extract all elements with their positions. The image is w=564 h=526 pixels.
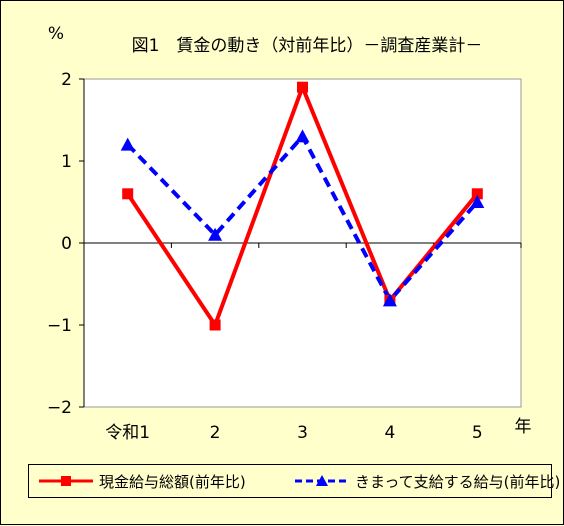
y-tick-label: 2	[61, 70, 72, 90]
legend-label-series-1: 現金給与総額(前年比)	[99, 472, 246, 491]
legend-swatch-red-square	[39, 476, 93, 486]
x-tick-label: 2	[210, 423, 221, 443]
x-tick-label: 5	[472, 423, 483, 443]
legend: 現金給与総額(前年比) きまって支給する給与(前年比)	[28, 464, 560, 498]
series-2-point	[120, 137, 135, 151]
y-tick-label: −1	[47, 316, 72, 336]
series-1-point	[122, 188, 134, 200]
x-tick-label: 3	[297, 423, 308, 443]
series-2-point	[208, 227, 223, 241]
series-1-point	[209, 319, 221, 331]
y-tick-label: 1	[61, 152, 72, 172]
x-axis-unit-label: 年	[515, 417, 532, 437]
series-1-point	[471, 188, 483, 200]
legend-label-series-2: きまって支給する給与(前年比)	[355, 472, 561, 491]
x-tick-label: 令和1	[105, 423, 150, 443]
legend-item-series-2: きまって支給する給与(前年比)	[293, 465, 560, 497]
y-tick-label: 0	[61, 234, 72, 254]
series-2-point	[382, 293, 397, 307]
chart-title: 図1 賃金の動き（対前年比）－調査産業計－	[132, 36, 483, 56]
y-axis-unit-label: %	[48, 24, 64, 44]
y-tick-label: −2	[47, 398, 72, 418]
series-2-point	[295, 129, 310, 143]
legend-item-series-1: 現金給与総額(前年比)	[37, 465, 246, 497]
legend-swatch-blue-triangle	[295, 475, 349, 486]
series-1-point	[297, 81, 308, 93]
series-2-point	[470, 195, 485, 208]
x-tick-label: 4	[384, 423, 395, 443]
